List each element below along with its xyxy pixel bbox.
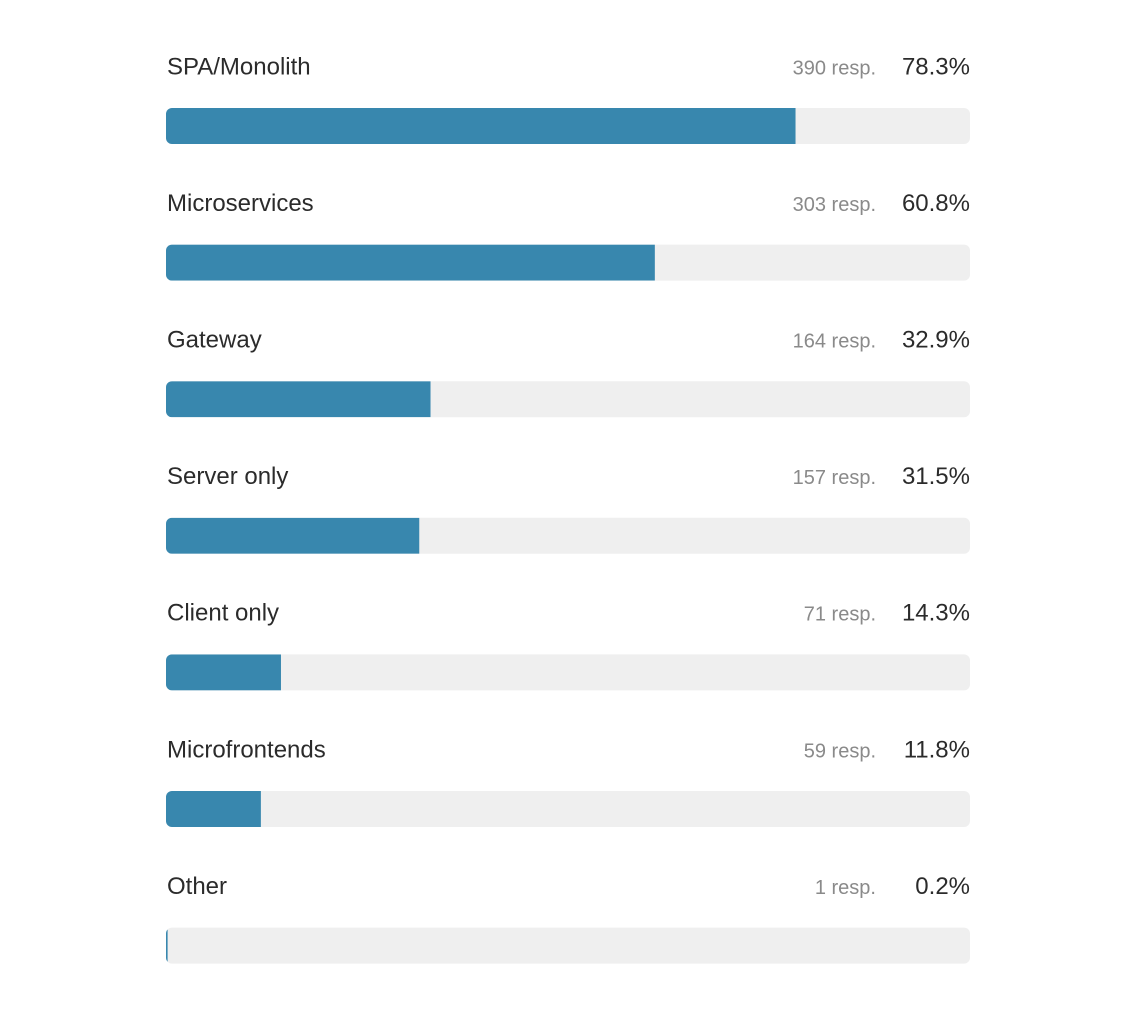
category-label: Server only — [167, 463, 288, 490]
bar — [166, 927, 168, 964]
percent-label: 14.3% — [902, 600, 970, 627]
percent-label: 60.8% — [902, 190, 970, 217]
response-count: 164 resp. — [793, 330, 876, 352]
bar — [166, 791, 261, 827]
category-label: Other — [167, 873, 227, 900]
category-label: Microfrontends — [167, 736, 326, 763]
category-label: Client only — [167, 600, 279, 627]
bar — [166, 381, 431, 418]
percent-label: 31.5% — [902, 463, 970, 490]
bar-track — [166, 654, 970, 691]
percent-label: 78.3% — [902, 53, 970, 80]
percent-label: 11.8% — [904, 736, 970, 763]
bar — [166, 244, 655, 281]
bar-track — [166, 927, 970, 964]
response-count: 1 resp. — [815, 877, 876, 899]
percent-label: 0.2% — [915, 873, 970, 900]
category-label: SPA/Monolith — [167, 53, 311, 80]
response-count: 71 resp. — [804, 604, 876, 626]
response-count: 59 resp. — [804, 740, 876, 762]
bar — [166, 517, 420, 554]
response-count: 303 resp. — [793, 194, 876, 216]
bar-track — [166, 791, 970, 827]
percent-label: 32.9% — [902, 327, 970, 354]
bar — [166, 108, 796, 144]
bar — [166, 654, 281, 691]
category-label: Gateway — [167, 327, 262, 354]
response-count: 390 resp. — [793, 57, 876, 79]
category-label: Microservices — [167, 190, 314, 217]
response-count: 157 resp. — [793, 467, 876, 489]
